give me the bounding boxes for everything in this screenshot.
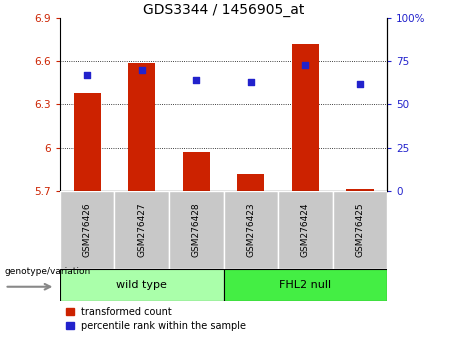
- Text: genotype/variation: genotype/variation: [5, 267, 91, 276]
- Legend: transformed count, percentile rank within the sample: transformed count, percentile rank withi…: [62, 303, 250, 335]
- Bar: [237, 174, 265, 191]
- Text: GSM276423: GSM276423: [246, 203, 255, 257]
- Bar: [292, 44, 319, 191]
- Text: wild type: wild type: [116, 280, 167, 290]
- Bar: [60, 191, 114, 269]
- Point: [247, 79, 254, 85]
- Bar: [114, 191, 169, 269]
- Bar: [60, 269, 224, 301]
- Point: [138, 67, 145, 73]
- Bar: [74, 93, 101, 191]
- Point: [301, 62, 309, 67]
- Point: [193, 77, 200, 83]
- Point: [83, 72, 91, 78]
- Text: GSM276427: GSM276427: [137, 203, 146, 257]
- Text: GSM276424: GSM276424: [301, 203, 310, 257]
- Text: FHL2 null: FHL2 null: [279, 280, 331, 290]
- Point: [356, 81, 364, 86]
- Bar: [278, 191, 333, 269]
- Text: GSM276428: GSM276428: [192, 203, 201, 257]
- Text: GSM276426: GSM276426: [83, 203, 92, 257]
- Bar: [346, 189, 373, 191]
- Bar: [128, 63, 155, 191]
- Bar: [333, 191, 387, 269]
- Bar: [183, 152, 210, 191]
- Text: GSM276425: GSM276425: [355, 203, 365, 257]
- Bar: [169, 191, 224, 269]
- Title: GDS3344 / 1456905_at: GDS3344 / 1456905_at: [143, 3, 304, 17]
- Bar: [224, 269, 387, 301]
- Bar: [224, 191, 278, 269]
